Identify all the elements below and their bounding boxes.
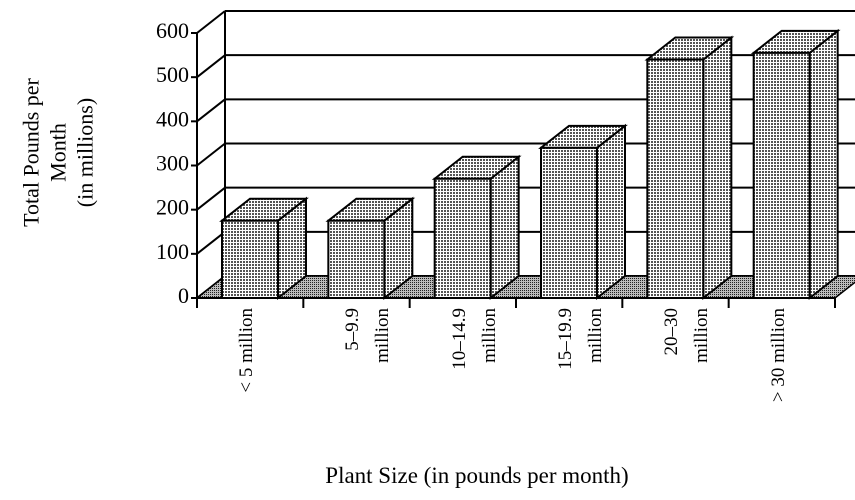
x-tick-label: < 5 million [236,308,257,393]
y-tick-label: 300 [156,151,189,176]
x-tick-label: 15–19.9 million [555,308,606,370]
x-tick-label: 10–14.9 million [448,308,500,370]
y-tick-label: 100 [156,239,189,264]
y-tick-label: 500 [156,62,189,87]
bar-side [702,35,733,301]
bar [646,58,705,299]
bar [540,146,598,299]
bar [221,219,279,299]
y-side-grid [196,231,226,255]
y-side-grid [196,10,226,34]
x-tick-label: 20–30 million [661,308,713,363]
x-tick-label: > 30 million [767,308,789,403]
x-tick-label: 5–9.9 million [342,308,394,363]
bar-side [808,28,839,301]
bar [433,177,492,299]
y-side-grid [196,142,226,167]
y-side-grid [196,98,226,123]
y-axis-title: Total Pounds per Month (in millions) [18,78,98,227]
y-tick-label: 400 [156,106,189,131]
bar [752,51,811,299]
y-tick-label: 200 [156,195,189,220]
bar [327,219,386,299]
y-tick-label: 0 [178,283,189,308]
bar-side [489,154,520,301]
x-axis-title: Plant Size (in pounds per month) [325,463,629,488]
y-side-grid [196,54,226,78]
y-tick-label: 600 [156,18,189,43]
bar-side [596,123,626,301]
y-side-grid [196,186,226,211]
